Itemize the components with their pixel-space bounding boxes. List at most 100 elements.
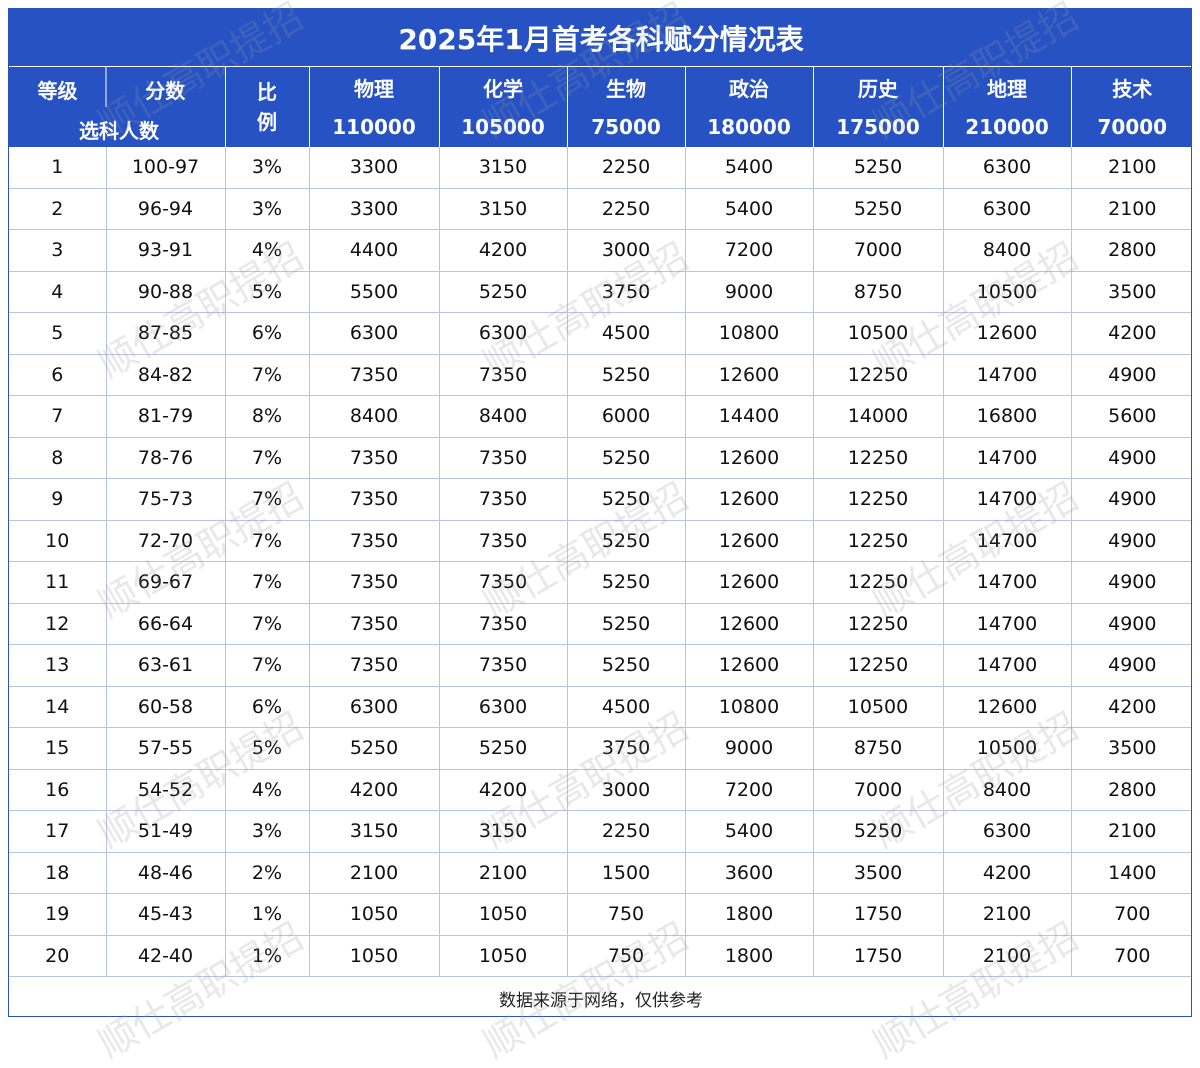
header-ratio-label: 比例 [257, 80, 277, 134]
table-cell: 12600 [685, 478, 814, 521]
table-cell: 10800 [685, 686, 814, 728]
header-diagonal-cell: 等级 分数 选科人数 [9, 66, 226, 147]
table-cell: 3750 [567, 727, 686, 770]
table-cell: 7200 [685, 769, 814, 811]
table-cell: 90-88 [106, 271, 226, 313]
table-row: 19 45-43 1% 1050 1050 750 1800 1750 2100 700 [9, 893, 1191, 936]
table-cell: 20 [9, 935, 107, 977]
table-cell: 3% [225, 810, 310, 853]
table-cell: 7350 [439, 520, 568, 562]
table-cell: 4900 [1071, 478, 1191, 521]
table-cell: 2250 [567, 147, 686, 189]
table-cell: 7350 [309, 561, 440, 604]
table-cell: 1050 [439, 893, 568, 936]
table-cell: 6300 [439, 686, 568, 728]
table-cell: 750 [567, 935, 686, 977]
table-cell: 4200 [1071, 312, 1191, 355]
table-row: 1 100-97 3% 3300 3150 2250 5400 5250 6300 2100 [9, 147, 1191, 189]
table-cell: 4900 [1071, 603, 1191, 645]
table-cell: 7% [225, 603, 310, 645]
table-cell: 8750 [813, 727, 944, 770]
table-cell: 54-52 [106, 769, 226, 811]
table-row: 13 63-61 7% 7350 7350 5250 12600 12250 14700 4900 [9, 644, 1191, 687]
table-cell: 7% [225, 520, 310, 562]
table-cell: 12 [9, 603, 107, 645]
table-cell: 12600 [685, 354, 814, 396]
table-cell: 7200 [685, 229, 814, 272]
table-cell: 4200 [439, 769, 568, 811]
count-geography: 210000 [943, 107, 1072, 147]
table-cell: 5250 [813, 188, 944, 230]
table-cell: 2% [225, 852, 310, 894]
table-cell: 5250 [567, 478, 686, 521]
count-chemistry: 105000 [439, 107, 568, 147]
table-cell: 4200 [309, 769, 440, 811]
table-cell: 1 [9, 147, 107, 189]
table-cell: 5250 [567, 354, 686, 396]
table-cell: 4400 [309, 229, 440, 272]
score-table: 2025年1月首考各科赋分情况表 等级 分数 选科人数 比例 物理 化学 生物 … [9, 9, 1191, 1016]
table-cell: 12600 [943, 686, 1072, 728]
table-cell: 8750 [813, 271, 944, 313]
count-physics: 110000 [309, 107, 440, 147]
table-cell: 3% [225, 147, 310, 189]
table-cell: 1800 [685, 893, 814, 936]
table-cell: 7350 [309, 354, 440, 396]
table-row: 12 66-64 7% 7350 7350 5250 12600 12250 14700 4900 [9, 603, 1191, 645]
table-cell: 7350 [439, 437, 568, 479]
table-cell: 7000 [813, 769, 944, 811]
table-cell: 9000 [685, 271, 814, 313]
table-cell: 5250 [439, 727, 568, 770]
table-cell: 10500 [943, 727, 1072, 770]
table-cell: 16800 [943, 395, 1072, 438]
table-cell: 4% [225, 229, 310, 272]
table-row: 17 51-49 3% 3150 3150 2250 5400 5250 6300 2100 [9, 810, 1191, 853]
table-row: 3 93-91 4% 4400 4200 3000 7200 7000 8400 2800 [9, 229, 1191, 272]
table-cell: 12250 [813, 478, 944, 521]
table-cell: 3000 [567, 769, 686, 811]
table-cell: 7000 [813, 229, 944, 272]
table-cell: 14700 [943, 561, 1072, 604]
table-cell: 5400 [685, 147, 814, 189]
table-cell: 100-97 [106, 147, 226, 189]
table-cell: 6300 [943, 147, 1072, 189]
table-cell: 1050 [439, 935, 568, 977]
table-cell: 5250 [567, 603, 686, 645]
table-row: 10 72-70 7% 7350 7350 5250 12600 12250 14700 4900 [9, 520, 1191, 562]
table-cell: 42-40 [106, 935, 226, 977]
table-cell: 5250 [567, 520, 686, 562]
table-cell: 11 [9, 561, 107, 604]
table-cell: 14700 [943, 520, 1072, 562]
table-cell: 7350 [439, 603, 568, 645]
table-cell: 6300 [309, 686, 440, 728]
table-cell: 2100 [943, 935, 1072, 977]
table-cell: 78-76 [106, 437, 226, 479]
table-cell: 19 [9, 893, 107, 936]
table-cell: 14400 [685, 395, 814, 438]
table-cell: 96-94 [106, 188, 226, 230]
table-cell: 48-46 [106, 852, 226, 894]
table-cell: 2800 [1071, 229, 1191, 272]
table-cell: 1400 [1071, 852, 1191, 894]
table-cell: 5250 [439, 271, 568, 313]
table-cell: 4900 [1071, 561, 1191, 604]
table-cell: 7350 [309, 478, 440, 521]
table-cell: 10800 [685, 312, 814, 355]
table-cell: 17 [9, 810, 107, 853]
table-cell: 84-82 [106, 354, 226, 396]
table-cell: 14700 [943, 478, 1072, 521]
table-row: 2 96-94 3% 3300 3150 2250 5400 5250 6300 2100 [9, 188, 1191, 230]
table-cell: 5% [225, 727, 310, 770]
table-cell: 66-64 [106, 603, 226, 645]
table-cell: 12600 [685, 437, 814, 479]
header-subject-politics: 政治 [685, 66, 814, 107]
table-cell: 3150 [439, 188, 568, 230]
table-cell: 7 [9, 395, 107, 438]
table-cell: 7% [225, 644, 310, 687]
table-cell: 2250 [567, 810, 686, 853]
table-row: 15 57-55 5% 5250 5250 3750 9000 8750 10500 3500 [9, 727, 1191, 770]
table-cell: 2100 [1071, 810, 1191, 853]
table-row: 6 84-82 7% 7350 7350 5250 12600 12250 14700 4900 [9, 354, 1191, 396]
table-cell: 12250 [813, 354, 944, 396]
table-row: 20 42-40 1% 1050 1050 750 1800 1750 2100 700 [9, 935, 1191, 977]
